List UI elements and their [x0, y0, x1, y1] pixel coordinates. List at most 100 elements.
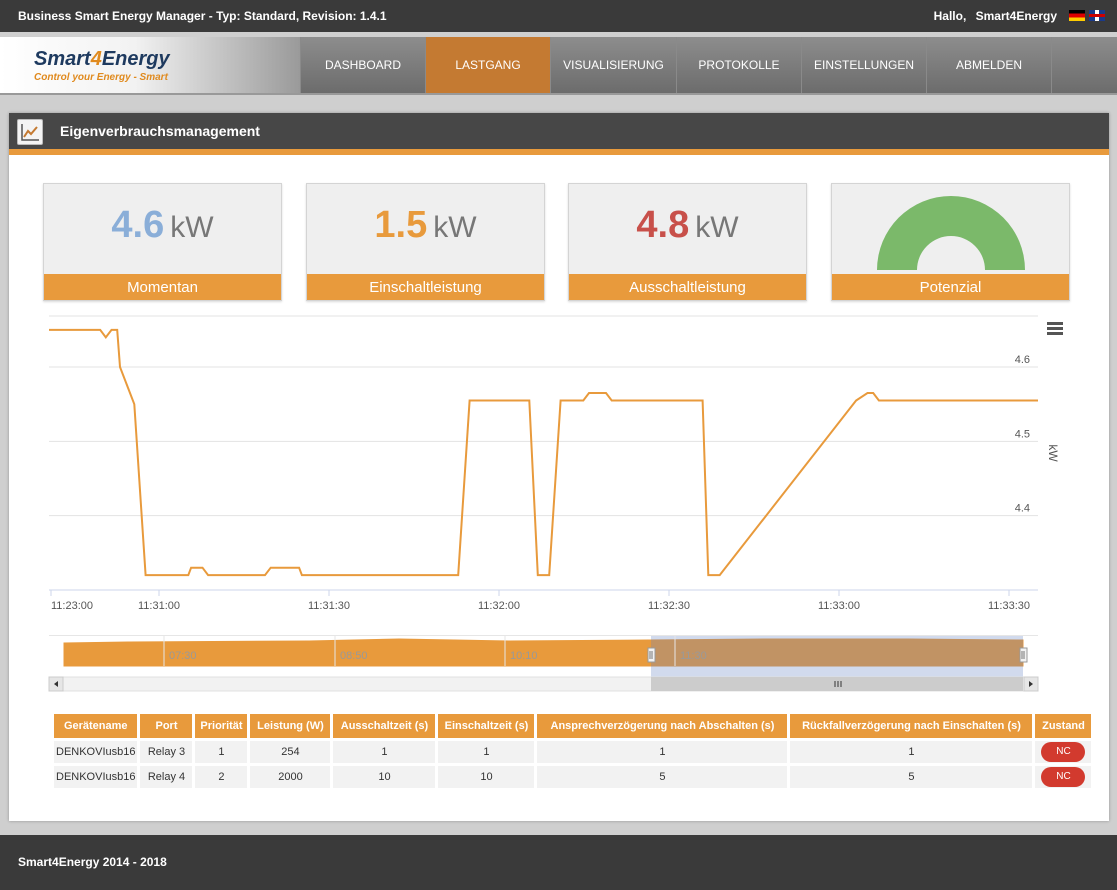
- potenzial-label: Potenzial: [832, 274, 1069, 300]
- cell-ausschaltzeit: 1: [333, 741, 436, 763]
- card-value: 1.5 kW: [307, 204, 544, 247]
- col-ausschaltzeit[interactable]: Ausschaltzeit (s): [333, 714, 436, 738]
- table-row[interactable]: DENKOVIusb16 Relay 3 1 254 1 1 1 1 NC: [54, 741, 1092, 763]
- cell-prioritaet: 2: [195, 766, 248, 788]
- nav-protokolle[interactable]: PROTOKOLLE: [676, 37, 801, 93]
- cell-einschaltzeit: 10: [438, 766, 535, 788]
- cell-port: Relay 4: [140, 766, 193, 788]
- card-momentan: 4.6 kW Momentan: [43, 183, 282, 301]
- chevron-left-icon: [54, 681, 58, 687]
- navigator-series: [63, 638, 1024, 667]
- x-tick-label: 11:31:00: [138, 600, 180, 612]
- y-tick-label: 4.4: [1015, 503, 1030, 515]
- ausschaltleistung-unit: kW: [695, 211, 739, 244]
- line-chart-icon: [17, 119, 43, 145]
- col-ansprechverzoegerung[interactable]: Ansprechverzögerung nach Abschalten (s): [537, 714, 788, 738]
- navigator-tick-label: 08:50: [340, 650, 368, 662]
- cell-leistung: 254: [250, 741, 331, 763]
- x-tick-label: 11:33:30: [988, 600, 1030, 612]
- logo-tagline: Control your Energy - Smart: [34, 72, 168, 83]
- user-greeting: Hallo, Smart4Energy: [928, 9, 1057, 23]
- cell-zustand: NC: [1035, 741, 1092, 763]
- card-value: 4.6 kW: [44, 204, 281, 247]
- col-rueckfallverzoegerung[interactable]: Rückfallverzögerung nach Einschalten (s): [790, 714, 1033, 738]
- card-value: 4.8 kW: [569, 204, 806, 247]
- footer: Smart4Energy 2014 - 2018: [0, 835, 1117, 890]
- einschaltleistung-value: 1.5: [374, 204, 428, 246]
- x-tick-label: 11:31:30: [308, 600, 350, 612]
- scrollbar-thumb[interactable]: [651, 677, 1023, 691]
- card-potenzial: Potenzial: [831, 183, 1070, 301]
- cell-prioritaet: 1: [195, 741, 248, 763]
- col-geraetename[interactable]: Gerätename: [54, 714, 138, 738]
- series-line: [49, 328, 1038, 577]
- x-tick-label: 11:32:00: [478, 600, 520, 612]
- nav-menu: DASHBOARD LASTGANG VISUALISIERUNG PROTOK…: [300, 37, 1117, 93]
- col-port[interactable]: Port: [140, 714, 193, 738]
- status-badge[interactable]: NC: [1041, 742, 1086, 762]
- einschaltleistung-label: Einschaltleistung: [307, 274, 544, 300]
- card-ausschaltleistung: 4.8 kW Ausschaltleistung: [568, 183, 807, 301]
- cell-ausschaltzeit: 10: [333, 766, 436, 788]
- load-curve-chart: 4.4 4.5 4.6 kW 11:23:00 11:31:00 11:31:30 11:32…: [48, 315, 1063, 692]
- navigator-tick-label: 11:30: [680, 650, 707, 662]
- device-table: Gerätename Port Priorität Leistung (W) A…: [51, 711, 1094, 791]
- greeting-text: Hallo,: [933, 9, 967, 23]
- de-flag-icon[interactable]: [1069, 10, 1085, 21]
- uk-flag-icon[interactable]: [1089, 10, 1105, 21]
- hamburger-menu-icon[interactable]: [1047, 322, 1063, 335]
- ausschaltleistung-label: Ausschaltleistung: [569, 274, 806, 300]
- navigator-tick-label: 10:10: [510, 650, 538, 662]
- status-badge[interactable]: NC: [1041, 767, 1086, 787]
- momentan-label: Momentan: [44, 274, 281, 300]
- momentan-unit: kW: [170, 211, 214, 244]
- cell-geraetename: DENKOVIusb16: [54, 766, 138, 788]
- y-tick-label: 4.5: [1015, 428, 1030, 440]
- y-axis-label: kW: [1046, 444, 1060, 462]
- cell-rueckfallverzoegerung: 5: [790, 766, 1033, 788]
- col-prioritaet[interactable]: Priorität: [195, 714, 248, 738]
- card-einschaltleistung: 1.5 kW Einschaltleistung: [306, 183, 545, 301]
- nav-visualisierung[interactable]: VISUALISIERUNG: [550, 37, 676, 93]
- navigator-tick-label: 07:30: [169, 650, 197, 662]
- gauge-arc: [877, 196, 1025, 270]
- cell-einschaltzeit: 1: [438, 741, 535, 763]
- y-tick-label: 4.6: [1015, 354, 1030, 366]
- momentan-value: 4.6: [111, 204, 165, 246]
- einschaltleistung-unit: kW: [433, 211, 477, 244]
- navigator-selection: [651, 636, 1023, 678]
- nav-abmelden[interactable]: ABMELDEN: [926, 37, 1051, 93]
- x-tick-label: 11:23:00: [51, 600, 93, 612]
- cell-zustand: NC: [1035, 766, 1092, 788]
- panel-header: Eigenverbrauchsmanagement: [9, 113, 1109, 155]
- cell-rueckfallverzoegerung: 1: [790, 741, 1033, 763]
- logo[interactable]: Smart4Energy Control your Energy - Smart: [0, 37, 300, 93]
- cell-ansprechverzoegerung: 5: [537, 766, 788, 788]
- nav-spacer: [1051, 37, 1117, 93]
- cell-port: Relay 3: [140, 741, 193, 763]
- language-switcher: [1069, 10, 1105, 21]
- main-panel: Eigenverbrauchsmanagement 4.6 kW Momentan…: [9, 113, 1109, 821]
- x-tick-label: 11:32:30: [648, 600, 690, 612]
- col-einschaltzeit[interactable]: Einschaltzeit (s): [438, 714, 535, 738]
- table-row[interactable]: DENKOVIusb16 Relay 4 2 2000 10 10 5 5 NC: [54, 766, 1092, 788]
- cell-geraetename: DENKOVIusb16: [54, 741, 138, 763]
- nav-dashboard[interactable]: DASHBOARD: [300, 37, 425, 93]
- nav-einstellungen[interactable]: EINSTELLUNGEN: [801, 37, 926, 93]
- x-tick-label: 11:33:00: [818, 600, 860, 612]
- nav-lastgang[interactable]: LASTGANG: [425, 37, 550, 93]
- potenzial-gauge: [877, 196, 1025, 270]
- panel-title: Eigenverbrauchsmanagement: [60, 123, 260, 139]
- cell-ansprechverzoegerung: 1: [537, 741, 788, 763]
- col-leistung[interactable]: Leistung (W): [250, 714, 331, 738]
- table-header-row: Gerätename Port Priorität Leistung (W) A…: [54, 714, 1092, 738]
- col-zustand[interactable]: Zustand: [1035, 714, 1092, 738]
- ausschaltleistung-value: 4.8: [636, 204, 690, 246]
- logo-wordmark: Smart4Energy: [34, 48, 170, 70]
- app-title: Business Smart Energy Manager - Typ: Sta…: [18, 9, 387, 23]
- chevron-right-icon: [1029, 681, 1033, 687]
- user-name[interactable]: Smart4Energy: [975, 9, 1057, 23]
- footer-copyright: Smart4Energy 2014 - 2018: [18, 855, 167, 869]
- top-bar: Business Smart Energy Manager - Typ: Sta…: [0, 0, 1117, 32]
- cell-leistung: 2000: [250, 766, 331, 788]
